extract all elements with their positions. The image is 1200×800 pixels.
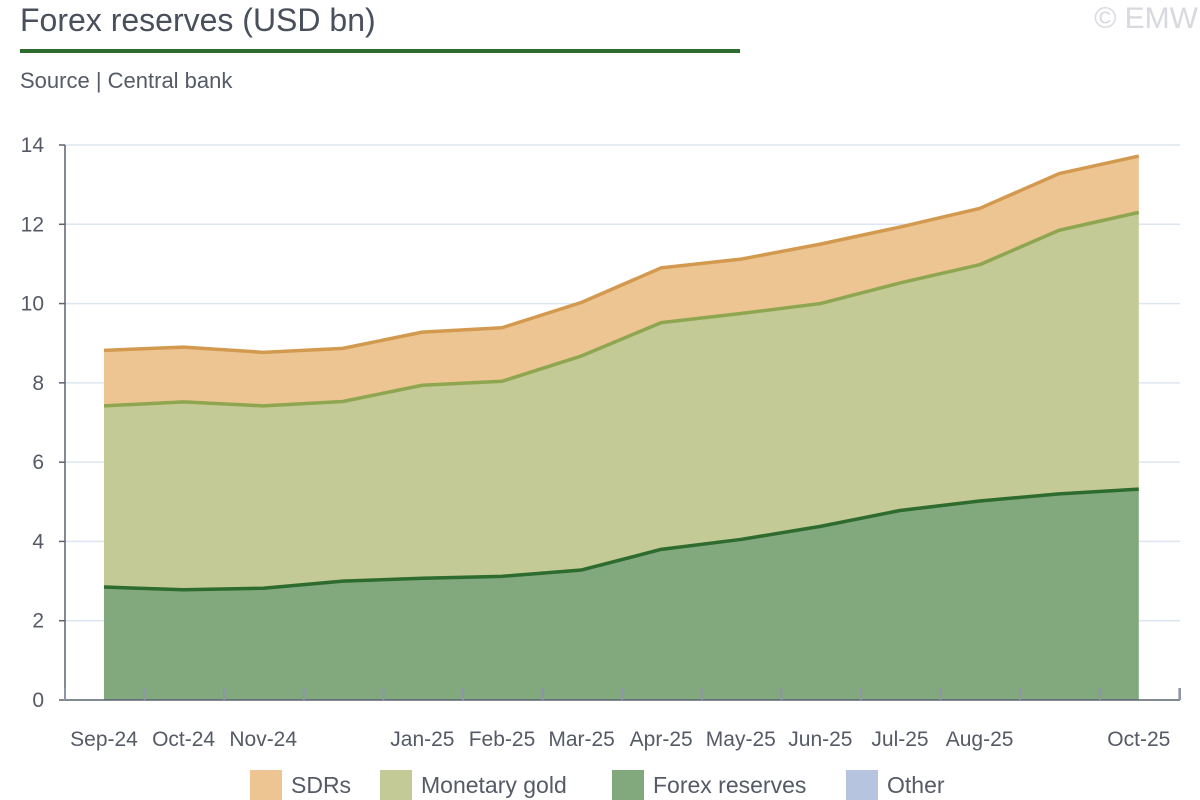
chart-source: Source | Central bank	[20, 68, 233, 93]
y-tick-label: 0	[32, 689, 44, 712]
line-monetary-gold	[103, 210, 1140, 408]
legend-label: Other	[887, 771, 945, 798]
legend-label: Monetary gold	[421, 771, 567, 798]
x-tick-label: Sep-24	[70, 728, 138, 751]
legend-swatch	[612, 770, 644, 800]
legend-item-monetary-gold: Monetary gold	[380, 770, 567, 800]
y-tick-label: 6	[32, 451, 44, 474]
y-tick-label: 14	[21, 134, 45, 157]
chart-legend: SDRs Monetary gold Forex reserves Other	[0, 766, 1200, 800]
area-sdrs	[104, 156, 1139, 406]
y-tick-label: 2	[32, 610, 44, 633]
line-forex-reserves	[103, 487, 1139, 592]
x-tick-label: Feb-25	[469, 728, 536, 751]
x-tick-label: Oct-25	[1107, 728, 1170, 751]
chart-title: Forex reserves (USD bn)	[20, 2, 376, 38]
legend-swatch	[250, 770, 282, 800]
x-tick-label: Aug-25	[946, 728, 1014, 751]
legend-label: SDRs	[291, 771, 352, 798]
y-tick-label: 10	[21, 293, 44, 316]
x-tick-label: May-25	[706, 728, 776, 751]
legend-swatch	[846, 770, 878, 800]
copyright-watermark: © EMW	[1094, 2, 1198, 35]
legend-item-other: Other	[846, 770, 945, 800]
x-tick-label: Jun-25	[788, 728, 852, 751]
area-monetary-gold	[104, 212, 1139, 590]
line-sdrs	[103, 154, 1140, 355]
x-tick-label: Mar-25	[548, 728, 615, 751]
tick-labels: 0 2 4 6 8 10 12 14 Sep-24 Oct-24 Nov-24 Jan-25 Feb-2…	[21, 134, 1171, 751]
x-tick-label: Nov-24	[229, 728, 297, 751]
x-tick-label: Apr-25	[630, 728, 693, 751]
x-tick-label: Jan-25	[390, 728, 454, 751]
series-lines	[103, 154, 1140, 592]
legend-swatch	[380, 770, 412, 800]
area-forex-reserves	[104, 489, 1139, 700]
legend-label: Forex reserves	[653, 771, 807, 798]
area-series	[104, 156, 1139, 700]
legend-item-sdrs: SDRs	[250, 770, 351, 800]
y-tick-label: 4	[32, 530, 44, 553]
x-tick-label: Jul-25	[871, 728, 928, 751]
axes	[59, 144, 1181, 701]
title-underline	[20, 49, 740, 53]
y-tick-label: 8	[32, 372, 44, 395]
y-tick-label: 12	[21, 213, 44, 236]
legend-item-forex-reserves: Forex reserves	[612, 770, 806, 800]
x-tick-label: Oct-24	[152, 728, 215, 751]
